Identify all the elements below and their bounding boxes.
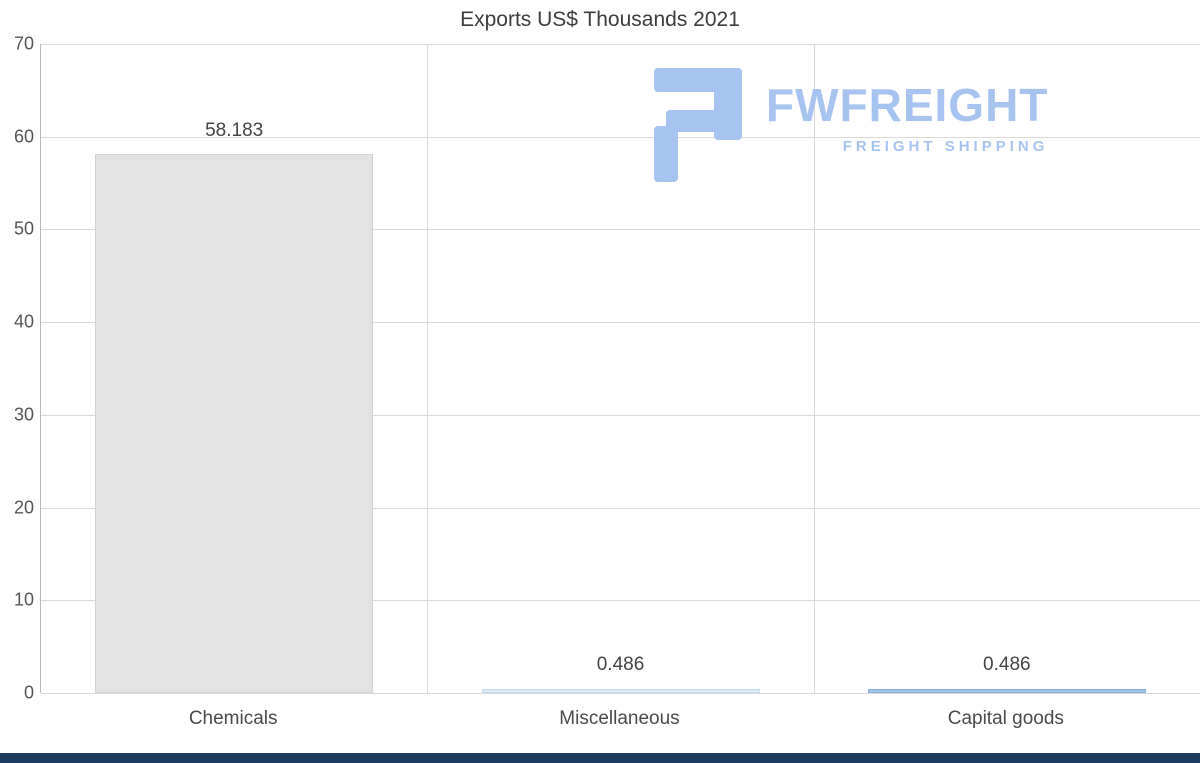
- y-tick-label: 20: [13, 497, 34, 518]
- gridline: [41, 229, 1200, 231]
- gridline: [41, 507, 1200, 509]
- bar-chemicals: [95, 153, 374, 693]
- y-tick-label: 10: [13, 589, 34, 610]
- plot-area: 58.183 0.486 0.486: [40, 44, 1200, 694]
- brand-logo: FWFREIGHT FREIGHT SHIPPING: [648, 66, 1158, 186]
- category-separator-line: [813, 44, 815, 693]
- bar-capital-goods: [867, 688, 1146, 693]
- y-tick-label: 60: [13, 126, 34, 147]
- x-category-label: Capital goods: [947, 708, 1064, 729]
- y-tick-label: 40: [13, 311, 34, 332]
- bar-miscellaneous: [481, 688, 760, 693]
- y-tick-label: 0: [23, 682, 34, 703]
- brand-name: FWFREIGHT: [766, 79, 1049, 131]
- gridline: [41, 414, 1200, 416]
- y-tick-label: 70: [13, 33, 34, 54]
- y-tick-label: 30: [13, 404, 34, 425]
- chart-title: Exports US$ Thousands 2021: [460, 8, 740, 31]
- bar-value-label: 0.486: [983, 654, 1031, 676]
- y-tick-label: 50: [13, 218, 34, 239]
- bar-value-label: 0.486: [596, 654, 645, 676]
- x-category-label: Miscellaneous: [559, 708, 680, 729]
- freight-logo-icon: [648, 66, 748, 189]
- gridline: [41, 693, 1200, 694]
- category-separator-line: [427, 44, 429, 693]
- gridline: [41, 44, 1200, 45]
- bar-value-label: 58.183: [205, 119, 264, 141]
- footer-bar: [0, 753, 1200, 763]
- x-category-label: Chemicals: [188, 708, 278, 729]
- brand-logo-text: FWFREIGHT FREIGHT SHIPPING: [766, 66, 1048, 155]
- gridline: [41, 600, 1200, 602]
- gridline: [41, 136, 1200, 138]
- brand-tagline: FREIGHT SHIPPING: [842, 138, 1049, 155]
- gridline: [41, 322, 1200, 324]
